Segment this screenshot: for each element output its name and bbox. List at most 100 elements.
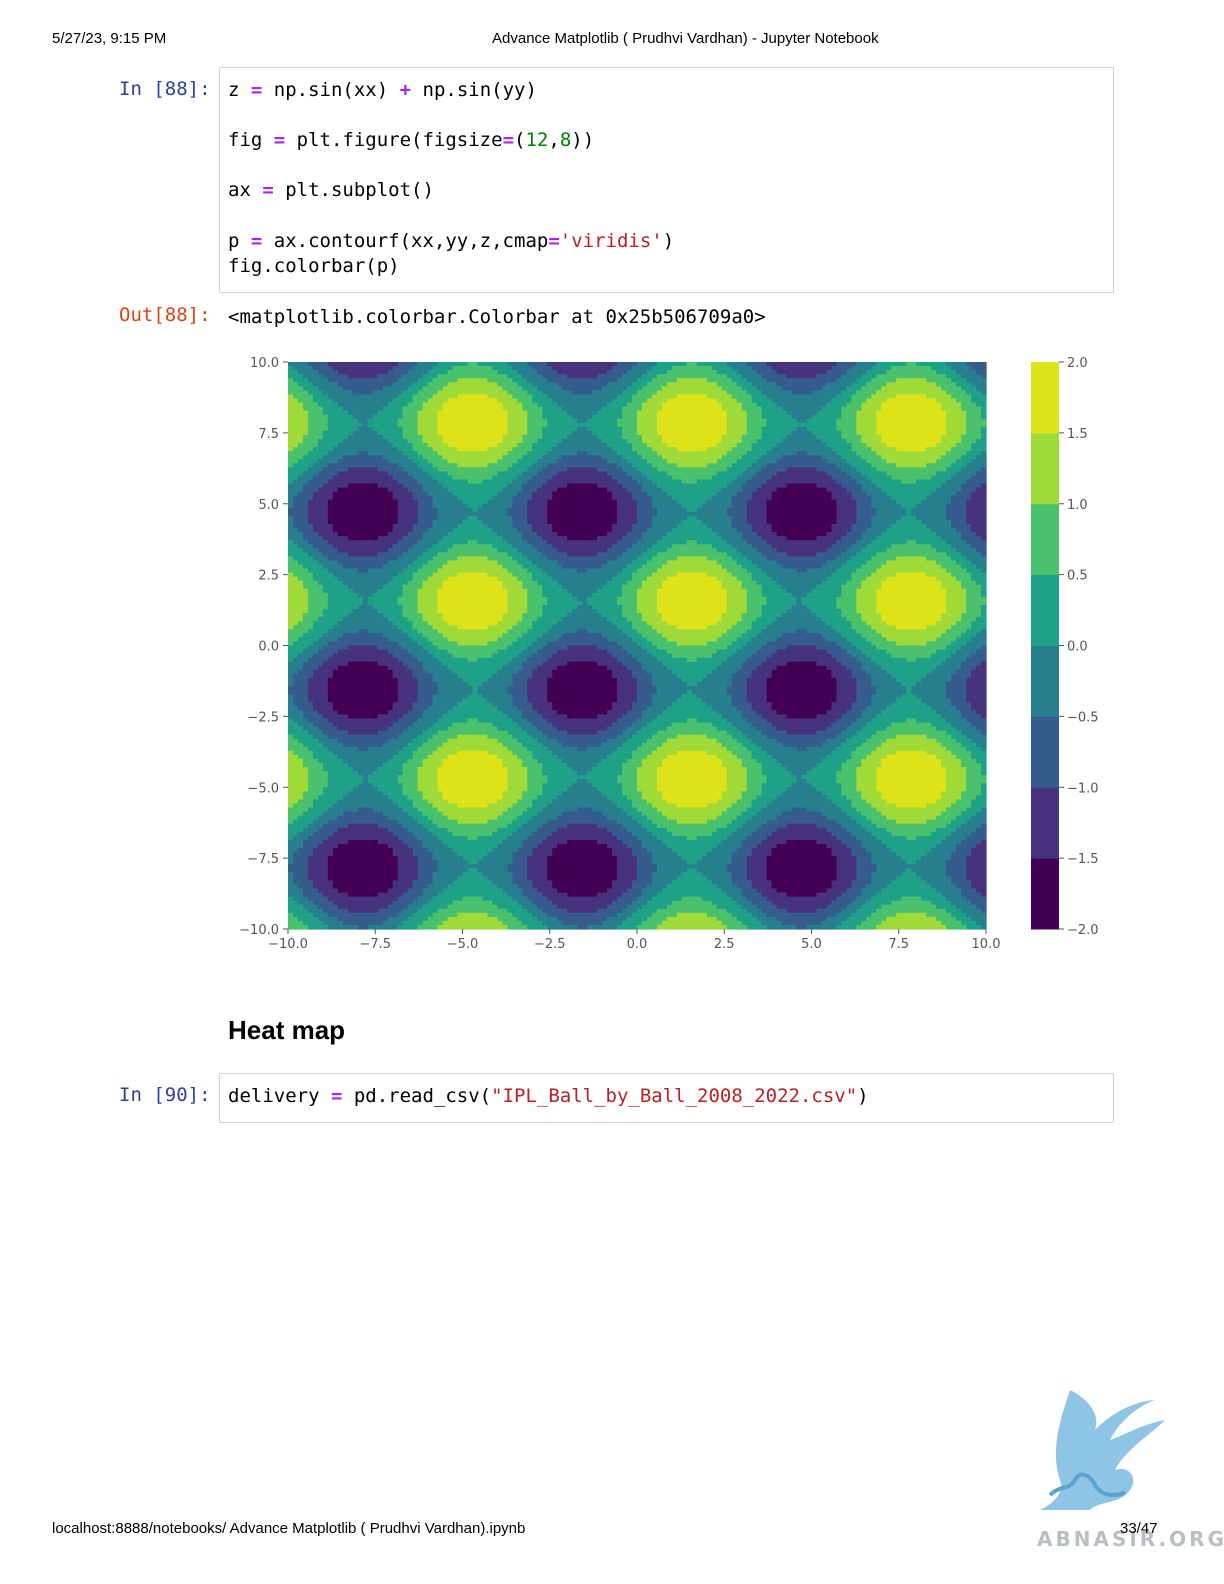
contour-cell <box>382 843 389 849</box>
contour-cell <box>312 487 319 493</box>
contour-cell <box>372 625 379 630</box>
contour-cell <box>347 896 354 902</box>
contour-cell <box>407 438 414 444</box>
contour-cell <box>387 839 394 845</box>
contour-cell <box>332 799 339 805</box>
contour-cell <box>447 633 454 638</box>
contour-cell <box>352 860 359 865</box>
contour-cell <box>342 378 349 383</box>
contour-cell <box>457 653 464 659</box>
contour-cell <box>312 799 319 805</box>
contour-cell <box>317 479 324 485</box>
contour-cell <box>367 686 374 691</box>
contour-cell <box>427 807 434 813</box>
contour-cell <box>312 856 319 861</box>
contour-cell <box>288 807 294 813</box>
contour-cell <box>377 402 384 408</box>
contour-cell <box>397 519 404 525</box>
contour-cell <box>447 856 454 861</box>
contour-cell <box>357 864 364 869</box>
contour-cell <box>377 742 384 748</box>
contour-cell <box>332 738 339 744</box>
contour-cell <box>382 645 389 651</box>
contour-cell <box>292 414 299 420</box>
contour-cell <box>312 811 319 817</box>
contour-cell <box>292 434 299 440</box>
contour-cell <box>457 702 464 707</box>
contour-cell <box>288 649 294 655</box>
contour-cell <box>407 576 414 582</box>
contour-cell <box>357 386 364 391</box>
contour-cell <box>307 580 314 586</box>
contour-cell <box>407 430 414 436</box>
contour-cell <box>462 637 469 643</box>
contour-cell <box>322 681 329 687</box>
contour-cell <box>337 811 344 817</box>
contour-cell <box>417 426 424 432</box>
contour-cell <box>302 584 309 590</box>
contour-cell <box>382 459 389 464</box>
contour-cell <box>417 378 424 383</box>
contour-cell <box>387 916 394 922</box>
contour-cell <box>417 791 424 796</box>
contour-cell <box>447 767 454 772</box>
contour-cell <box>322 860 329 865</box>
contour-cell <box>357 819 364 825</box>
contour-cell <box>407 730 414 736</box>
contour-cell <box>307 463 314 468</box>
contour-cell <box>337 653 344 659</box>
contour-cell <box>437 487 444 493</box>
contour-cell <box>457 637 464 643</box>
contour-cell <box>407 617 414 622</box>
contour-cell <box>457 560 464 566</box>
contour-cell <box>342 888 349 894</box>
contour-cell <box>412 645 419 651</box>
contour-cell <box>422 803 429 809</box>
contour-cell <box>307 779 314 784</box>
contour-cell <box>317 394 324 400</box>
code-cell-88[interactable]: z = np.sin(xx) + np.sin(yy) fig = plt.fi… <box>219 67 1114 293</box>
contour-cell <box>417 394 424 400</box>
contour-cell <box>402 864 409 869</box>
contour-cell <box>352 390 359 395</box>
contour-cell <box>288 848 294 853</box>
contour-cell <box>417 710 424 715</box>
contour-cell <box>437 479 444 485</box>
contour-cell <box>452 536 459 541</box>
contour-cell <box>297 406 304 412</box>
contour-cell <box>372 605 379 610</box>
contour-cell <box>427 536 434 541</box>
contour-cell <box>337 515 344 521</box>
contour-cell <box>407 754 414 760</box>
contour-cell <box>387 576 394 582</box>
contour-cell <box>412 868 419 873</box>
contour-cell <box>307 613 314 618</box>
contour-cell <box>372 487 379 493</box>
contour-cell <box>447 876 454 881</box>
contour-cell <box>437 564 444 570</box>
contour-cell <box>392 864 399 869</box>
contour-cell <box>322 916 329 922</box>
contour-cell <box>392 714 399 719</box>
contour-cell <box>332 499 339 505</box>
contour-cell <box>442 617 449 622</box>
contour-cell <box>407 661 414 667</box>
contour-cell <box>402 908 409 914</box>
contour-cell <box>432 811 439 817</box>
contour-cell <box>397 661 404 667</box>
contour-cell <box>357 507 364 513</box>
contour-cell <box>352 819 359 825</box>
contour-cell <box>307 880 314 886</box>
contour-cell <box>332 402 339 408</box>
contour-cell <box>322 600 329 606</box>
contour-cell <box>288 673 294 679</box>
contour-cell <box>367 702 374 707</box>
contour-cell <box>462 613 469 618</box>
contour-cell <box>417 669 424 675</box>
contour-cell <box>422 625 429 630</box>
contour-cell <box>462 410 469 416</box>
contour-cell <box>302 900 309 906</box>
contour-cell <box>367 896 374 902</box>
contour-cell <box>342 868 349 873</box>
contour-cell <box>407 823 414 829</box>
